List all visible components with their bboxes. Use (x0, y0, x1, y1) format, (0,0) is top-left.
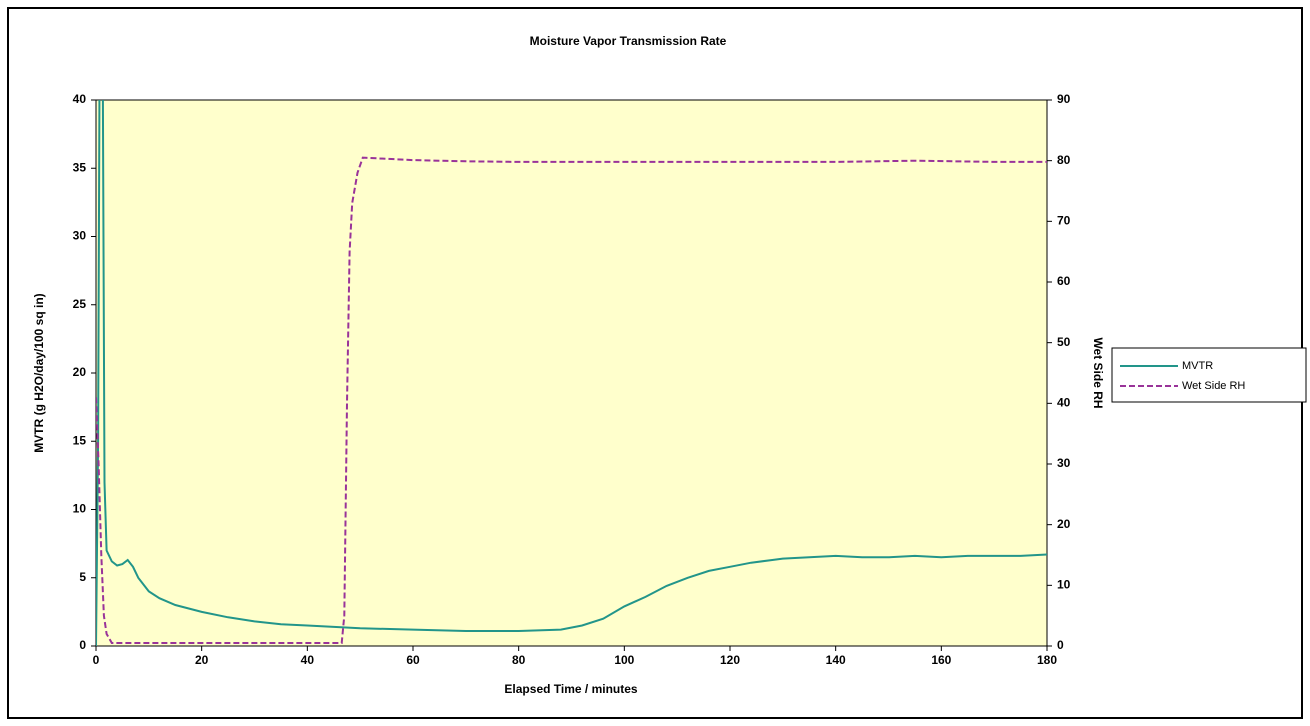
x-tick-label: 60 (406, 653, 420, 667)
y2-tick-label: 10 (1057, 578, 1071, 592)
chart-title: Moisture Vapor Transmission Rate (530, 34, 727, 48)
y2-tick-label: 30 (1057, 456, 1071, 470)
x-tick-label: 0 (93, 653, 100, 667)
y-tick-label: 10 (73, 502, 87, 516)
y2-tick-label: 50 (1057, 335, 1071, 349)
y2-tick-label: 0 (1057, 638, 1064, 652)
x-tick-label: 100 (614, 653, 634, 667)
y2-tick-label: 40 (1057, 396, 1071, 410)
plot-area (95, 99, 1048, 647)
x-tick-label: 180 (1037, 653, 1057, 667)
x-tick-label: 160 (931, 653, 951, 667)
x-tick-label: 120 (720, 653, 740, 667)
data-line (96, 156, 1047, 644)
x-tick-label: 80 (512, 653, 526, 667)
legend-label: Wet Side RH (1182, 380, 1245, 392)
x-axis-label: Elapsed Time / minutes (504, 682, 637, 696)
y2-tick-label: 90 (1057, 92, 1071, 106)
data-line (96, 100, 1047, 646)
y2-tick-label: 70 (1057, 214, 1071, 228)
y-tick-label: 30 (73, 229, 87, 243)
y-tick-label: 0 (79, 638, 86, 652)
y2-tick-label: 80 (1057, 153, 1071, 167)
y-tick-label: 35 (73, 160, 87, 174)
x-tick-label: 20 (195, 653, 209, 667)
y-tick-label: 25 (73, 297, 87, 311)
y2-tick-label: 60 (1057, 274, 1071, 288)
x-tick-label: 40 (301, 653, 315, 667)
y-tick-label: 20 (73, 365, 87, 379)
y-tick-label: 40 (73, 92, 87, 106)
y-axis-label: MVTR (g H2O/day/100 sq in) (32, 293, 46, 452)
y2-axis-label: Wet Side RH (1091, 337, 1105, 408)
legend (1111, 347, 1307, 403)
y-tick-label: 15 (73, 433, 87, 447)
y-tick-label: 5 (79, 570, 86, 584)
y2-tick-label: 20 (1057, 517, 1071, 531)
legend-label: MVTR (1182, 360, 1213, 372)
x-tick-label: 140 (826, 653, 846, 667)
